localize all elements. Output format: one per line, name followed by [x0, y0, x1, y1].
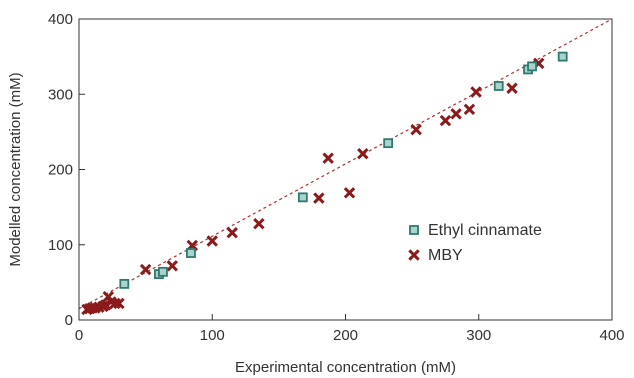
x-axis-label: Experimental concentration (mM)	[235, 359, 456, 376]
data-points-layer	[81, 51, 568, 316]
mby-point	[410, 123, 422, 136]
y-tick-label: 100	[48, 237, 73, 254]
y-axis-label: Modelled concentration (mM)	[7, 72, 24, 266]
legend-label: Ethyl cinnamate	[428, 222, 542, 239]
y-tick-label: 400	[48, 11, 73, 28]
mby-point	[206, 235, 218, 247]
ethyl-cinnamate-point	[527, 61, 537, 72]
mby-point	[343, 187, 356, 199]
mby-point	[470, 86, 482, 98]
ethyl-cinnamate-point	[493, 81, 504, 91]
y-tick-label: 200	[48, 162, 73, 179]
mby-point	[253, 217, 265, 230]
x-tick-label: 0	[75, 327, 83, 344]
ethyl-cinnamate-point	[158, 266, 168, 277]
mby-point	[99, 299, 112, 311]
mby-point	[186, 239, 198, 252]
legend-label: MBY	[428, 247, 463, 264]
legend: Ethyl cinnamate MBY	[408, 222, 542, 264]
mby-point	[322, 152, 334, 164]
ethyl-cinnamate-point	[383, 138, 394, 149]
mby-point	[357, 147, 369, 160]
mby-point	[113, 297, 125, 310]
x-tick-label: 300	[466, 327, 491, 344]
y-tick-label: 0	[65, 312, 73, 329]
mby-point	[139, 263, 152, 276]
mby-point	[439, 114, 452, 127]
ethyl-cinnamate-point	[119, 278, 130, 289]
mby-point	[450, 108, 462, 120]
x-tick-label: 100	[200, 327, 225, 344]
ethyl-cinnamate-point	[186, 248, 196, 258]
mby-point	[506, 82, 518, 94]
x-tick-label: 400	[599, 327, 624, 344]
mby-point	[313, 192, 325, 204]
ethyl-cinnamate-point	[297, 192, 308, 203]
x-tick-label: 200	[333, 327, 358, 344]
axis-ticks-layer: 0 100 200 300 400 0 100 200 300 400	[48, 11, 625, 344]
legend-marker	[408, 249, 420, 261]
mby-point	[463, 103, 476, 116]
mby-point	[166, 260, 178, 272]
ethyl-cinnamate-point	[557, 51, 568, 62]
mby-point	[226, 226, 238, 239]
legend-marker	[409, 225, 419, 235]
y-tick-label: 300	[48, 86, 73, 103]
